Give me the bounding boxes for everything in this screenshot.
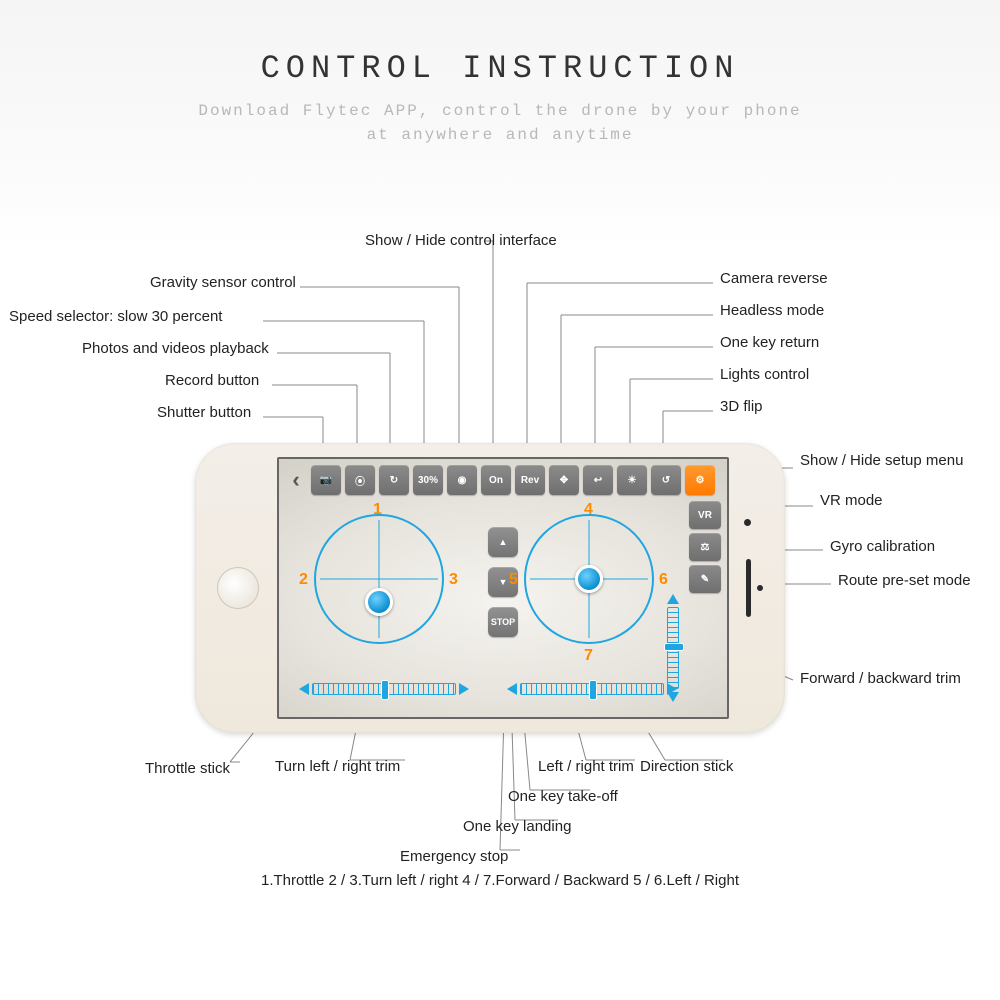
phone-speaker [746, 559, 751, 617]
side-menu: VR ⚖ ✎ [689, 501, 721, 593]
fb-trim[interactable] [663, 594, 683, 702]
label-lr_trim: Left / right trim [538, 758, 634, 775]
toolbar-onoff[interactable]: On [481, 465, 511, 495]
label-throttle: Throttle stick [145, 760, 230, 777]
home-button[interactable] [217, 567, 259, 609]
num-5: 5 [509, 571, 518, 589]
center-takeoff[interactable]: ▲ [488, 527, 518, 557]
lr-trim[interactable] [507, 679, 677, 699]
toolbar-flip[interactable]: ↺ [651, 465, 681, 495]
label-playback: Photos and videos playback [82, 340, 269, 357]
label-headless: Headless mode [720, 302, 824, 319]
toolbar-record[interactable]: ⦿ [345, 465, 375, 495]
toolbar: ‹📷⦿↻30%◉OnRev✥↩☀↺⚙ [285, 464, 721, 496]
toolbar-back[interactable]: ‹ [285, 465, 307, 495]
label-shutter: Shutter button [157, 404, 251, 421]
label-route: Route pre-set mode [838, 572, 971, 589]
legend-text: 1.Throttle 2 / 3.Turn left / right 4 / 7… [0, 872, 1000, 889]
label-show_hide_interface: Show / Hide control interface [365, 232, 557, 249]
label-one_key_return: One key return [720, 334, 819, 351]
app-screen: ‹📷⦿↻30%◉OnRev✥↩☀↺⚙ VR⚖✎ ▲▼STOP 1 2 3 4 5… [277, 457, 729, 719]
center-stop[interactable]: STOP [488, 607, 518, 637]
num-1: 1 [373, 501, 382, 519]
label-flip3d: 3D flip [720, 398, 763, 415]
toolbar-gravity[interactable]: ◉ [447, 465, 477, 495]
direction-stick[interactable] [524, 514, 654, 644]
num-3: 3 [449, 571, 458, 589]
label-direction: Direction stick [640, 758, 733, 775]
toolbar-return[interactable]: ↩ [583, 465, 613, 495]
num-6: 6 [659, 571, 668, 589]
label-speed: Speed selector: slow 30 percent [9, 308, 222, 325]
label-gravity: Gravity sensor control [150, 274, 296, 291]
label-landing: One key landing [463, 818, 571, 835]
num-2: 2 [299, 571, 308, 589]
label-record: Record button [165, 372, 259, 389]
label-stop: Emergency stop [400, 848, 508, 865]
toolbar-shutter[interactable]: 📷 [311, 465, 341, 495]
side-vr[interactable]: VR [689, 501, 721, 529]
label-vr: VR mode [820, 492, 883, 509]
num-7: 7 [584, 647, 593, 665]
label-turn_trim: Turn left / right trim [275, 758, 400, 775]
toolbar-rev[interactable]: Rev [515, 465, 545, 495]
turn-trim[interactable] [299, 679, 469, 699]
toolbar-lights[interactable]: ☀ [617, 465, 647, 495]
toolbar-playback[interactable]: ↻ [379, 465, 409, 495]
num-4: 4 [584, 501, 593, 519]
phone-camera [744, 519, 751, 526]
side-gyro[interactable]: ⚖ [689, 533, 721, 561]
label-lights: Lights control [720, 366, 809, 383]
toolbar-setup[interactable]: ⚙ [685, 465, 715, 495]
label-takeoff: One key take-off [508, 788, 618, 805]
toolbar-headless[interactable]: ✥ [549, 465, 579, 495]
label-setup: Show / Hide setup menu [800, 452, 963, 469]
label-gyro: Gyro calibration [830, 538, 935, 555]
side-route[interactable]: ✎ [689, 565, 721, 593]
phone-frame: ‹📷⦿↻30%◉OnRev✥↩☀↺⚙ VR⚖✎ ▲▼STOP 1 2 3 4 5… [195, 443, 785, 733]
throttle-stick[interactable] [314, 514, 444, 644]
toolbar-speed[interactable]: 30% [413, 465, 443, 495]
label-camera_reverse: Camera reverse [720, 270, 828, 287]
phone-sensor [757, 585, 763, 591]
label-fb_trim: Forward / backward trim [800, 670, 961, 687]
